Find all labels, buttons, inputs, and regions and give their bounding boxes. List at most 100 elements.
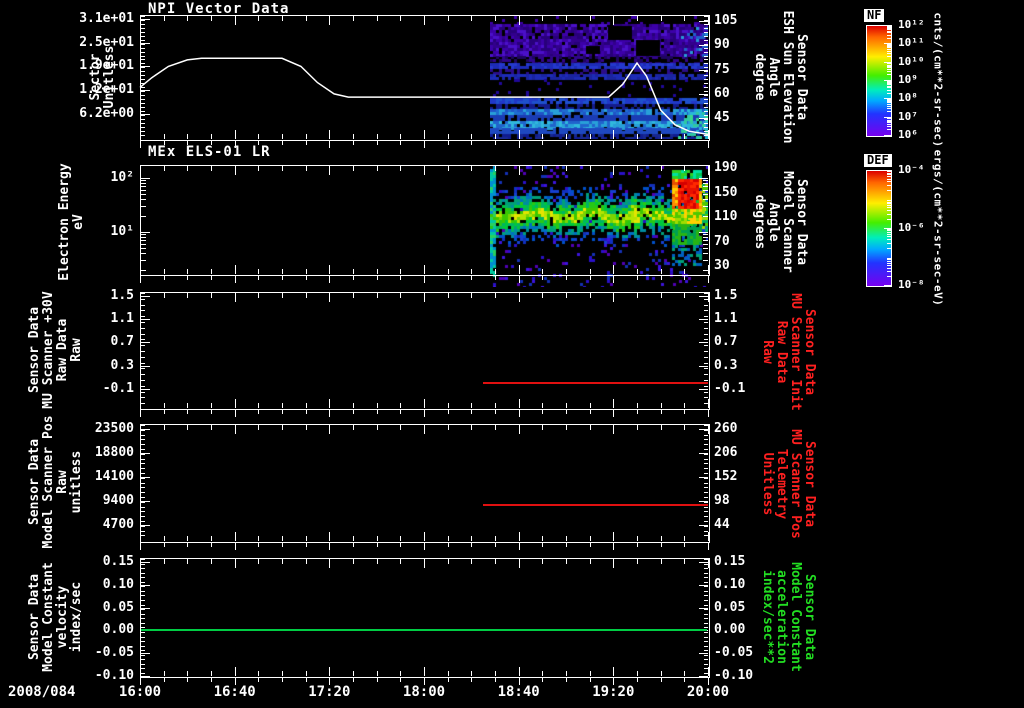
tick-mark [141,35,145,37]
tick-mark [141,511,145,513]
tick-mark [141,444,145,446]
tick-mark [637,269,638,274]
tick-mark [234,559,236,568]
tick-mark [704,362,708,364]
tick-mark [613,399,615,408]
tick-mark [704,468,708,470]
tick-mark [699,562,708,563]
panel1-right-tick-label: 60 [714,85,730,101]
x-axis-time-label: 16:40 [213,684,256,700]
tick-mark [704,463,708,465]
tick-mark [704,487,708,489]
tick-mark [376,275,378,280]
tick-mark [282,275,283,280]
tick-mark [447,403,449,408]
panel3-right-tick-label: 1.5 [714,288,738,303]
tick-mark [141,248,146,250]
tick-mark [141,439,145,441]
tick-mark [305,559,307,564]
tick-mark [660,425,662,430]
panel1-right-tick-label: 105 [714,13,738,28]
tick-mark [141,240,146,242]
colorbar-tick-label: 10¹² [898,18,925,31]
tick-mark [258,409,260,414]
tick-mark [542,275,544,280]
tick-mark [141,501,145,503]
tick-mark [305,269,307,274]
tick-mark [141,189,146,191]
tick-mark [258,403,260,408]
tick-mark [613,293,615,302]
tick-mark [703,186,708,188]
tick-mark [141,397,145,399]
tick-mark [141,368,145,370]
tick-mark [140,275,141,283]
tick-mark [471,425,473,430]
tick-mark [424,275,425,283]
tick-mark [660,275,662,280]
colorbar-minor-tick [887,178,891,180]
tick-mark [305,134,307,139]
tick-mark [141,298,145,300]
tick-mark [637,166,638,171]
tick-mark [613,16,615,25]
panel4-left-tick-label: 18800 [94,445,134,460]
colorbar-title-def: DEF [864,154,892,167]
tick-mark [704,530,708,532]
tick-mark [141,453,150,454]
tick-mark [329,559,331,568]
colorbar-minor-tick [887,210,891,212]
tick-mark [141,429,145,431]
tick-mark [140,166,141,175]
tick-mark [141,19,145,21]
tick-mark [141,102,145,104]
tick-mark [141,516,145,518]
tick-mark [141,521,145,522]
tick-mark [282,16,283,21]
tick-mark [589,409,591,414]
colorbar-tick-label: 10⁻⁶ [898,220,925,234]
tick-mark [704,453,708,455]
tick-mark [305,403,307,408]
tick-mark [353,134,354,139]
tick-mark [305,671,307,676]
tick-mark [704,590,708,592]
tick-mark [703,248,708,250]
panel-box-3 [140,292,710,410]
tick-mark [234,425,236,434]
tick-mark [141,563,145,565]
tick-mark [704,333,708,335]
tick-mark [234,166,236,175]
tick-mark [329,409,331,417]
tick-mark [704,316,708,318]
tick-mark [141,43,145,45]
tick-mark [353,293,354,298]
tick-mark [704,627,708,629]
panel2-left-axis-title-text: Electron Energy eV [57,163,86,281]
tick-mark [471,542,473,547]
tick-mark [141,595,145,597]
colorbar-minor-tick [887,29,891,31]
tick-mark [447,425,449,430]
colorbar-tick-mark [884,285,891,286]
x-axis-time-label: 16:00 [118,684,162,700]
tick-mark [424,677,425,685]
tick-mark [234,667,236,676]
panel5-right-axis-title-text: Sensor Data Model Constant acceleration ind… [760,562,817,672]
tick-mark [708,532,709,541]
tick-mark [704,663,708,665]
tick-mark [684,293,686,298]
panel2-right-tick-label: 110 [714,209,738,224]
tick-mark [703,199,708,201]
tick-mark [163,293,165,298]
tick-mark [305,677,307,682]
tick-mark [704,568,708,570]
tick-mark [704,126,708,128]
tick-mark [376,293,378,298]
tick-mark [141,650,145,652]
tick-mark [704,19,708,21]
tick-mark [141,618,145,620]
colorbar-minor-tick [887,172,891,174]
tick-mark [471,671,473,676]
